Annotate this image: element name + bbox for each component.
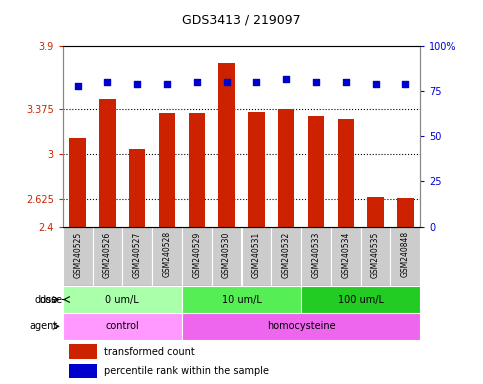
Point	[372, 81, 380, 87]
Bar	[308, 116, 324, 227]
Bar	[390, 227, 420, 286]
Bar	[338, 119, 354, 227]
Bar	[69, 344, 97, 359]
Bar	[331, 227, 361, 286]
Bar	[63, 286, 182, 313]
Bar	[361, 227, 390, 286]
Bar	[301, 227, 331, 286]
Bar	[152, 227, 182, 286]
Text: GSM240531: GSM240531	[252, 231, 261, 278]
Text: GSM240525: GSM240525	[73, 231, 82, 278]
Text: GSM240526: GSM240526	[103, 231, 112, 278]
Text: 0 um/L: 0 um/L	[105, 295, 139, 305]
Bar	[182, 286, 301, 313]
Text: dose: dose	[40, 295, 63, 305]
Text: GSM240530: GSM240530	[222, 231, 231, 278]
Bar	[182, 227, 212, 286]
Point	[163, 81, 171, 87]
Text: GSM240534: GSM240534	[341, 231, 350, 278]
Text: homocysteine: homocysteine	[267, 321, 335, 331]
Bar	[129, 149, 145, 227]
Point	[133, 81, 141, 87]
Bar	[63, 313, 182, 340]
Bar	[397, 198, 413, 227]
Text: transformed count: transformed count	[104, 347, 195, 357]
Text: GDS3413 / 219097: GDS3413 / 219097	[182, 14, 301, 27]
Text: GSM240528: GSM240528	[163, 231, 171, 278]
Text: GSM240532: GSM240532	[282, 231, 291, 278]
Point	[223, 79, 230, 85]
Bar	[70, 138, 86, 227]
Point	[104, 79, 112, 85]
Point	[401, 81, 409, 87]
Text: dose: dose	[35, 295, 58, 305]
Text: percentile rank within the sample: percentile rank within the sample	[104, 366, 269, 376]
Bar	[99, 99, 115, 227]
Text: agent: agent	[30, 321, 58, 331]
Text: 100 um/L: 100 um/L	[338, 295, 384, 305]
Text: GSM240529: GSM240529	[192, 231, 201, 278]
Bar	[63, 227, 93, 286]
Bar	[182, 313, 420, 340]
Text: GSM240535: GSM240535	[371, 231, 380, 278]
Point	[193, 79, 201, 85]
Bar	[278, 109, 294, 227]
Point	[74, 83, 82, 89]
Text: 10 um/L: 10 um/L	[222, 295, 261, 305]
Text: GSM240848: GSM240848	[401, 231, 410, 278]
Bar	[189, 113, 205, 227]
Point	[312, 79, 320, 85]
Bar	[159, 113, 175, 227]
Bar	[242, 227, 271, 286]
Point	[282, 76, 290, 82]
Text: control: control	[105, 321, 139, 331]
Bar	[301, 286, 420, 313]
Bar	[248, 112, 265, 227]
Text: GSM240533: GSM240533	[312, 231, 320, 278]
Bar	[69, 364, 97, 378]
Point	[342, 79, 350, 85]
Bar	[212, 227, 242, 286]
Point	[253, 79, 260, 85]
Bar	[93, 227, 122, 286]
Bar	[218, 63, 235, 227]
Bar	[122, 227, 152, 286]
Bar	[368, 197, 384, 227]
Text: GSM240527: GSM240527	[133, 231, 142, 278]
Bar	[271, 227, 301, 286]
